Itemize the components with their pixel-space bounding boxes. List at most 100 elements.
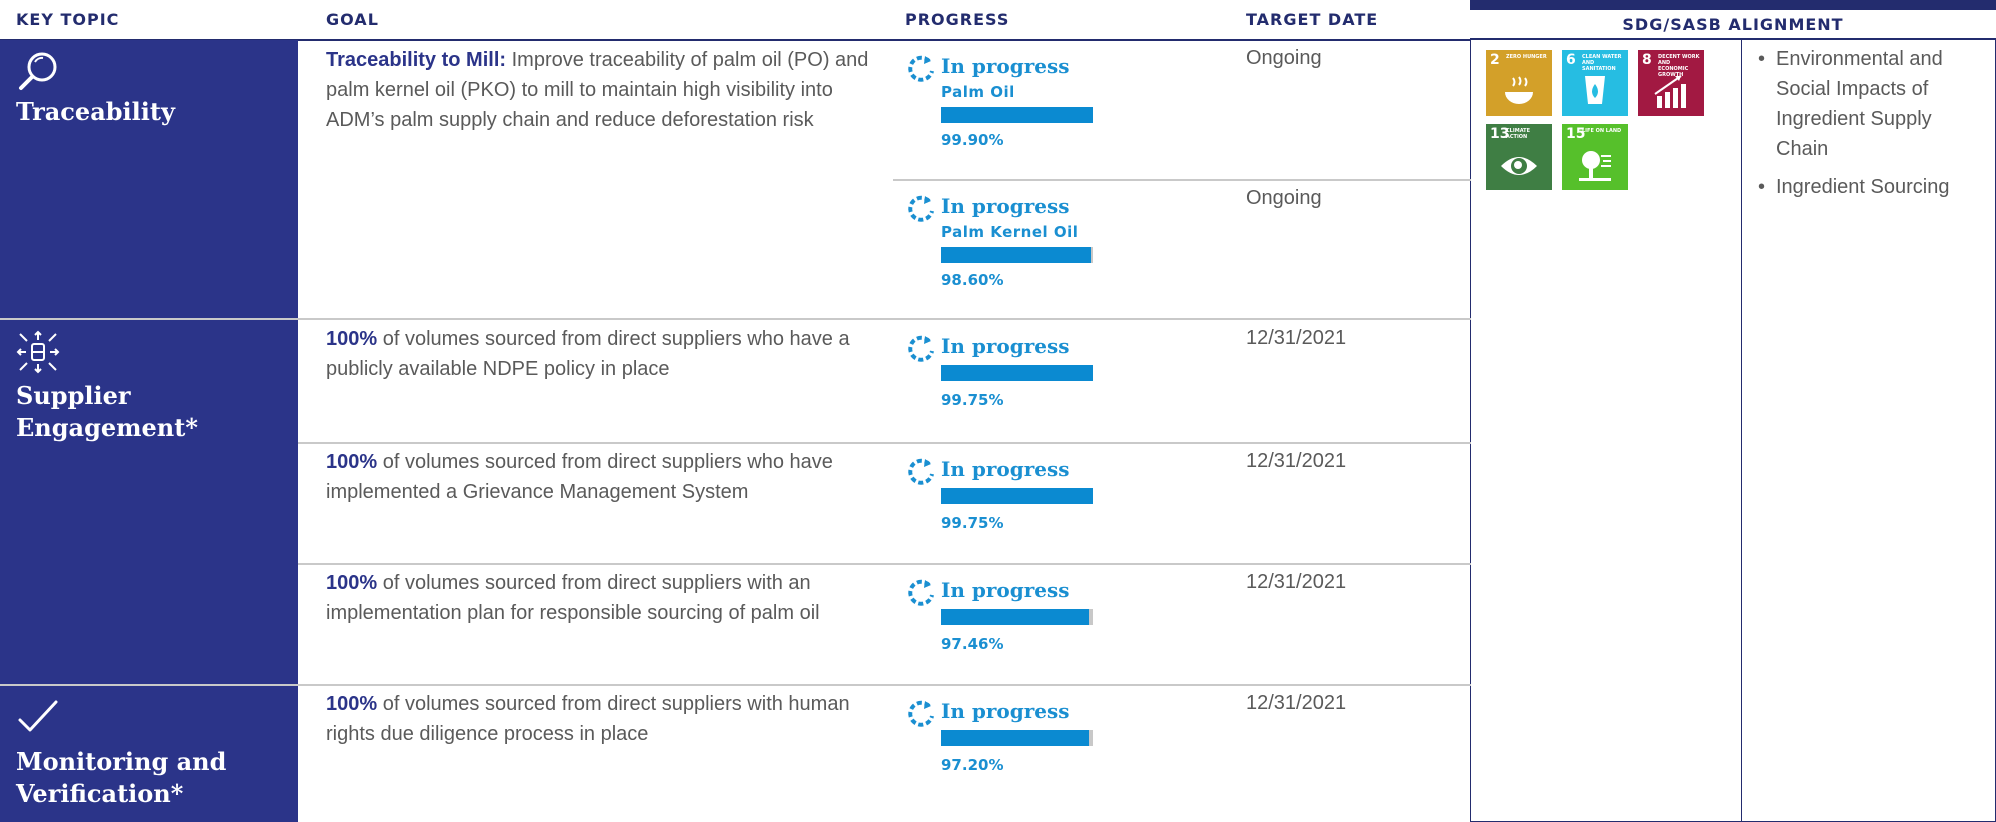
progress-status: In progress xyxy=(941,699,1070,723)
sdg-title: Decent Work and Economic Growth xyxy=(1658,54,1700,78)
progress-bar xyxy=(941,247,1093,263)
progress-item: In progress 97.20% xyxy=(905,696,1105,806)
refresh-icon xyxy=(908,458,934,485)
topic-supplier-engagement: Supplier Engagement* xyxy=(0,320,298,684)
progress-status: In progress xyxy=(941,578,1070,602)
tree-icon xyxy=(1579,151,1611,181)
sasb-list: Environmental and Social Impacts of Ingr… xyxy=(1758,44,1988,210)
goal-body: of volumes sourced from direct suppliers… xyxy=(326,693,850,745)
goal-emphasis: 100% xyxy=(326,328,378,350)
progress-fill xyxy=(941,365,1093,381)
progress-fill xyxy=(941,247,1091,263)
progress-percent: 97.20% xyxy=(941,756,1004,774)
header-progress: PROGRESS xyxy=(905,10,1010,29)
sdg-column-divider xyxy=(1741,40,1742,822)
water-drop-icon xyxy=(1585,76,1605,104)
progress-bar xyxy=(941,365,1093,381)
refresh-icon xyxy=(908,700,934,727)
goal-text: 100% of volumes sourced from direct supp… xyxy=(326,447,886,507)
progress-item: In progress Palm Oil 99.90% xyxy=(905,51,1105,161)
progress-percent: 99.75% xyxy=(941,391,1004,409)
row-divider xyxy=(298,563,1471,565)
progress-percent: 99.75% xyxy=(941,514,1004,532)
target-date: 12/31/2021 xyxy=(1246,450,1347,472)
progress-percent: 99.90% xyxy=(941,131,1004,149)
progress-fill xyxy=(941,730,1089,746)
sdg-title: Clean Water and Sanitation xyxy=(1582,54,1622,72)
checkmark-icon xyxy=(18,700,58,732)
progress-status: In progress xyxy=(941,334,1070,358)
sdg-tile-13: 13 Climate Action xyxy=(1486,124,1552,190)
refresh-icon xyxy=(908,195,934,222)
sdg-number: 8 xyxy=(1642,52,1652,68)
refresh-icon xyxy=(908,55,934,82)
goal-body: Improve traceability of palm oil (PO) an… xyxy=(326,49,869,131)
eye-globe-icon xyxy=(1501,157,1537,175)
progress-status: In progress xyxy=(941,194,1070,218)
sdg-number: 15 xyxy=(1566,126,1586,142)
progress-bar xyxy=(941,730,1093,746)
row-divider xyxy=(0,318,1471,320)
row-divider xyxy=(0,684,1471,686)
row-divider xyxy=(893,179,1471,181)
target-date: 12/31/2021 xyxy=(1246,327,1347,349)
progress-fill xyxy=(941,609,1090,625)
sdg-title: Life on Land xyxy=(1582,128,1622,134)
goal-text: 100% of volumes sourced from direct supp… xyxy=(326,689,886,749)
header-divider xyxy=(0,39,1471,41)
bowl-icon xyxy=(1505,76,1533,104)
goal-text: 100% of volumes sourced from direct supp… xyxy=(326,568,886,628)
progress-item: In progress 99.75% xyxy=(905,331,1105,441)
progress-status: In progress xyxy=(941,457,1070,481)
progress-bar xyxy=(941,609,1093,625)
topic-label: Traceability xyxy=(16,97,175,126)
target-date: 12/31/2021 xyxy=(1246,692,1347,714)
goal-emphasis: Traceability to Mill: xyxy=(326,49,507,71)
progress-item: In progress Palm Kernel Oil 98.60% xyxy=(905,191,1105,301)
progress-commodity: Palm Kernel Oil xyxy=(941,223,1079,241)
goal-text: 100% of volumes sourced from direct supp… xyxy=(326,324,886,384)
refresh-icon xyxy=(908,579,934,606)
goal-body: of volumes sourced from direct suppliers… xyxy=(326,451,833,503)
progress-percent: 97.46% xyxy=(941,635,1004,653)
progress-item: In progress 99.75% xyxy=(905,454,1105,564)
progress-fill xyxy=(941,488,1093,504)
sdg-title: Climate Action xyxy=(1506,128,1530,140)
header-target-date: TARGET DATE xyxy=(1246,10,1379,29)
topic-label-text: Supplier Engagement* xyxy=(16,381,198,442)
progress-percent: 98.60% xyxy=(941,271,1004,289)
header-key-topic: KEY TOPIC xyxy=(16,10,120,29)
header-goal: GOAL xyxy=(326,10,379,29)
progress-status: In progress xyxy=(941,54,1070,78)
sdg-number: 13 xyxy=(1490,126,1510,142)
progress-item: In progress 97.46% xyxy=(905,575,1105,685)
progress-fill xyxy=(941,107,1093,123)
goal-emphasis: 100% xyxy=(326,572,378,594)
progress-commodity: Palm Oil xyxy=(941,83,1015,101)
target-date: Ongoing xyxy=(1246,187,1322,209)
target-date: Ongoing xyxy=(1246,47,1322,69)
goal-emphasis: 100% xyxy=(326,693,378,715)
goal-text: Traceability to Mill: Improve traceabili… xyxy=(326,45,886,135)
topic-traceability: Traceability xyxy=(0,40,298,318)
magnifier-icon xyxy=(19,52,57,90)
sdg-tile-8: 8 Decent Work and Economic Growth xyxy=(1638,50,1704,116)
goal-body: of volumes sourced from direct suppliers… xyxy=(326,328,850,380)
sdg-tile-15: 15 Life on Land xyxy=(1562,124,1628,190)
topic-monitoring-verification: Monitoring and Verification* xyxy=(0,686,298,822)
topic-label: Monitoring and Verification* xyxy=(16,746,256,810)
supplier-network-icon xyxy=(16,330,60,374)
goal-body: of volumes sourced from direct suppliers… xyxy=(326,572,820,624)
growth-chart-icon xyxy=(1654,75,1686,108)
topic-label-text: Monitoring and Verification* xyxy=(16,747,227,808)
header-sdg-sasb: SDG/SASB ALIGNMENT xyxy=(1470,0,1996,40)
row-divider xyxy=(298,442,1471,444)
target-date: 12/31/2021 xyxy=(1246,571,1347,593)
sdg-title: Zero Hunger xyxy=(1506,54,1547,60)
topic-label: Supplier Engagement* xyxy=(16,380,216,444)
sasb-item: Environmental and Social Impacts of Ingr… xyxy=(1758,44,1988,164)
progress-bar xyxy=(941,488,1093,504)
sdg-number: 2 xyxy=(1490,52,1500,68)
progress-bar xyxy=(941,107,1093,123)
sasb-item: Ingredient Sourcing xyxy=(1758,172,1988,202)
